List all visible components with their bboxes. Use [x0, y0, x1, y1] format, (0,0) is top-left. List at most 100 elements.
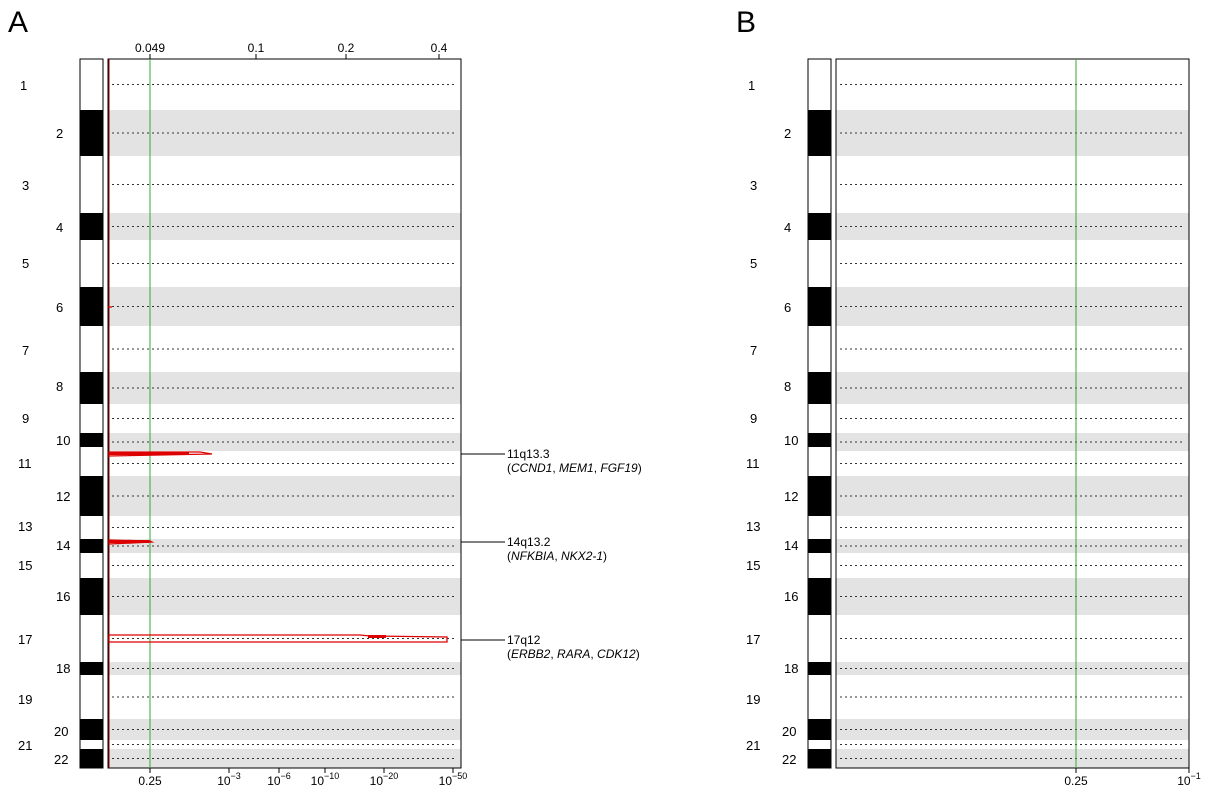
chromosome-ideogram-band: [808, 719, 831, 740]
gene-name: NFKBIA: [511, 549, 554, 563]
separator: ,: [590, 647, 597, 661]
chromosome-label: 11: [746, 456, 760, 471]
chromosome-ideogram-band: [80, 372, 103, 404]
chromosome-ideogram-frame: [79, 58, 104, 769]
paren: (: [507, 549, 511, 563]
chromosome-label: 7: [750, 343, 757, 358]
peak-fill-17q12: [368, 635, 386, 638]
chromosome-label: 14: [784, 538, 798, 553]
gene-name: CCND1: [511, 461, 552, 475]
chromosome-label: 3: [750, 178, 757, 193]
bottom-tick-label: 10−10: [311, 771, 340, 788]
chromosome-label: 10: [56, 433, 70, 448]
chromosome-shading: [108, 662, 461, 675]
chromosome-label: 12: [784, 489, 798, 504]
top-tick-label: 0.2: [338, 41, 355, 55]
chromosome-label: 18: [784, 661, 798, 676]
chromosome-label: 12: [56, 489, 70, 504]
paren: ): [636, 647, 640, 661]
annotation-genes: (CCND1, MEM1, FGF19): [507, 461, 642, 475]
tick-exponent: −50: [452, 771, 467, 781]
peak-fill-14q13: [109, 540, 149, 543]
chromosome-ideogram-band: [808, 476, 831, 516]
tick-exponent: −6: [281, 771, 291, 781]
gene-name: MEM1: [559, 461, 594, 475]
chromosome-ideogram-band: [808, 433, 831, 447]
tick-base: 10: [439, 774, 453, 788]
chromosome-shading: [836, 539, 1189, 553]
chromosome-label: 16: [56, 589, 70, 604]
top-tick-label: 0.049: [135, 41, 165, 55]
chromosome-label: 22: [782, 752, 796, 767]
bottom-tick-label: 0.25: [138, 774, 162, 788]
chromosome-label: 11: [18, 456, 32, 471]
chromosome-shading: [108, 719, 461, 740]
chromosome-shading: [108, 433, 461, 451]
annotation-genes: (ERBB2, RARA, CDK12): [507, 647, 640, 661]
separator: ,: [594, 461, 601, 475]
chromosome-ideogram-band: [808, 213, 831, 240]
bottom-tick-label: 0.25: [1064, 774, 1088, 788]
chromosome-label: 21: [18, 738, 32, 753]
tick-base: 10: [217, 774, 231, 788]
chromosome-ideogram-band: [80, 539, 103, 553]
chromosome-label: 1: [748, 78, 755, 93]
tick-exponent: −10: [324, 771, 339, 781]
chromosome-label: 19: [18, 692, 32, 707]
chromosome-label: 20: [54, 724, 68, 739]
chromosome-label: 1: [20, 78, 27, 93]
chromosome-shading: [108, 749, 461, 768]
chromosome-label: 21: [746, 738, 760, 753]
chromosome-shading: [836, 662, 1189, 675]
chromosome-label: 8: [56, 379, 63, 394]
tick-base: 0.25: [138, 774, 162, 788]
chromosome-label: 18: [56, 661, 70, 676]
tick-exponent: −3: [231, 771, 241, 781]
tick-base: 10: [311, 774, 325, 788]
panel-letter: A: [8, 6, 28, 39]
bottom-tick-label: 10−6: [267, 771, 291, 788]
annotation-band: 11q13.3: [507, 447, 550, 461]
chromosome-label: 4: [784, 220, 791, 235]
paren: ): [638, 461, 642, 475]
annotation-band: 17q12: [507, 633, 541, 647]
chromosome-ideogram-band: [808, 372, 831, 404]
chromosome-ideogram-band: [80, 749, 103, 768]
chromosome-label: 9: [750, 411, 757, 426]
gene-name: FGF19: [600, 461, 638, 475]
tick-exponent: −1: [1191, 771, 1201, 781]
chromosome-shading: [836, 749, 1189, 768]
bottom-tick-label: 10−3: [217, 771, 241, 788]
peak-fill-11q13: [109, 452, 189, 455]
plot-frame: [835, 58, 1190, 769]
panel-b: B123456789101112131415161718192021220.25…: [736, 6, 1201, 788]
chromosome-label: 3: [22, 178, 29, 193]
gene-name: CDK12: [597, 647, 636, 661]
chromosome-label: 17: [18, 632, 32, 647]
chromosome-label: 13: [18, 519, 32, 534]
annotation-band: 14q13.2: [507, 535, 551, 549]
chromosome-label: 20: [782, 724, 796, 739]
chromosome-ideogram-band: [808, 578, 831, 615]
annotation-genes: (NFKBIA, NKX2-1): [507, 549, 607, 563]
chromosome-label: 15: [18, 558, 32, 573]
bottom-tick-label: 10−1: [1177, 771, 1201, 788]
chromosome-ideogram-band: [80, 662, 103, 675]
separator: ,: [550, 647, 557, 661]
chromosome-label: 17: [746, 632, 760, 647]
paren: (: [507, 647, 511, 661]
tick-base: 10: [267, 774, 281, 788]
chromosome-label: 5: [22, 256, 29, 271]
panel-a: A123456789101112131415161718192021220.04…: [8, 6, 642, 788]
chromosome-ideogram-band: [808, 539, 831, 553]
chromosome-ideogram-band: [80, 719, 103, 740]
bottom-tick-label: 10−50: [439, 771, 468, 788]
panel-letter: B: [736, 6, 756, 39]
chromosome-ideogram-band: [808, 287, 831, 326]
chromosome-label: 6: [56, 300, 63, 315]
gene-name: RARA: [557, 647, 590, 661]
chromosome-label: 4: [56, 220, 63, 235]
chromosome-ideogram-band: [80, 213, 103, 240]
chromosome-ideogram-band: [80, 287, 103, 326]
